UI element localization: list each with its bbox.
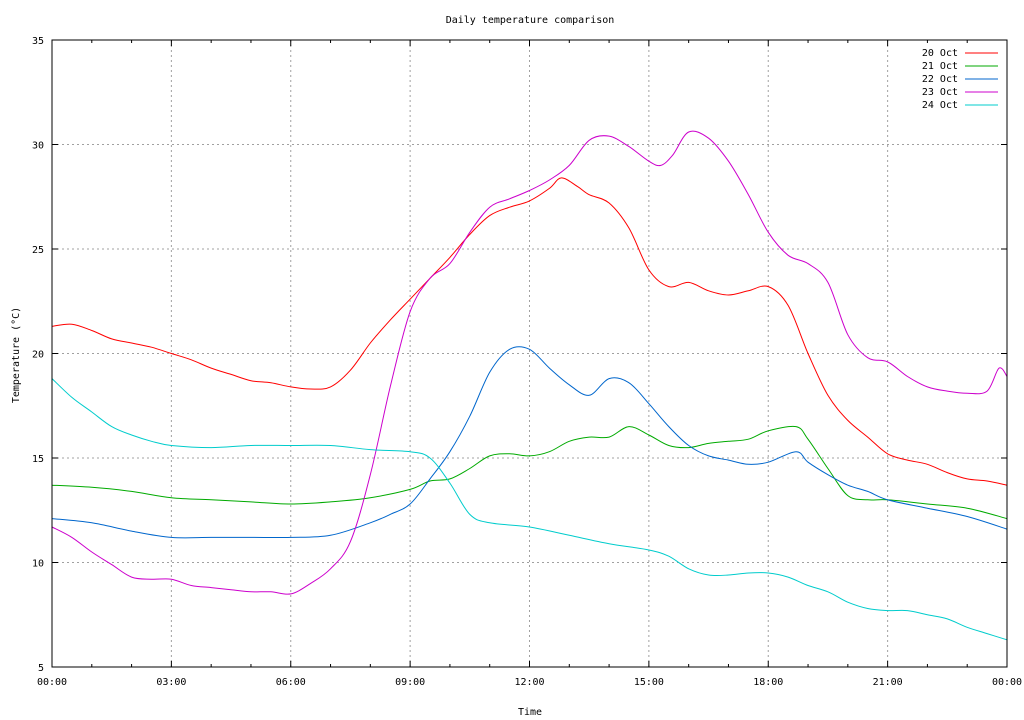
axis-ticks: 5 10 15 20 25 30 35 00:00 03:00 06:00 09:00 12:00 15… bbox=[32, 36, 1022, 688]
series-line-22-oct bbox=[51, 346, 1008, 539]
series-line-23-oct bbox=[51, 130, 1008, 595]
x-tick-label: 06:00 bbox=[276, 677, 306, 688]
plot-frame bbox=[51, 39, 1008, 668]
series-lines bbox=[51, 130, 1008, 641]
legend-label-20-oct: 20 Oct bbox=[922, 48, 958, 59]
legend-label-21-oct: 21 Oct bbox=[922, 61, 958, 72]
legend-label-22-oct: 22 Oct bbox=[922, 74, 958, 85]
series-line-21-oct bbox=[51, 425, 1008, 520]
x-tick-label: 12:00 bbox=[514, 677, 544, 688]
y-tick-label: 35 bbox=[32, 36, 44, 47]
x-tick-label: 00:00 bbox=[37, 677, 67, 688]
x-tick-label: 18:00 bbox=[753, 677, 783, 688]
legend-label-23-oct: 23 Oct bbox=[922, 87, 958, 98]
series-line-24-oct bbox=[51, 378, 1008, 641]
x-tick-label: 09:00 bbox=[395, 677, 425, 688]
chart-title: Daily temperature comparison bbox=[446, 15, 615, 26]
legend-label-24-oct: 24 Oct bbox=[922, 100, 958, 111]
x-tick-label: 15:00 bbox=[634, 677, 664, 688]
x-tick-label: 00:00 bbox=[992, 677, 1022, 688]
series-line-20-oct bbox=[51, 177, 1008, 486]
y-tick-label: 20 bbox=[32, 350, 44, 361]
x-axis-label: Time bbox=[518, 707, 542, 718]
grid bbox=[52, 40, 1007, 667]
y-tick-label: 5 bbox=[38, 663, 44, 674]
y-tick-label: 10 bbox=[32, 559, 44, 570]
y-tick-label: 30 bbox=[32, 141, 44, 152]
y-tick-label: 15 bbox=[32, 454, 44, 465]
x-tick-label: 21:00 bbox=[873, 677, 903, 688]
y-tick-label: 25 bbox=[32, 245, 44, 256]
x-tick-label: 03:00 bbox=[156, 677, 186, 688]
y-axis-label: Temperature (°C) bbox=[11, 307, 22, 403]
legend: 20 Oct 21 Oct 22 Oct 23 Oct 24 Oct bbox=[922, 48, 998, 111]
